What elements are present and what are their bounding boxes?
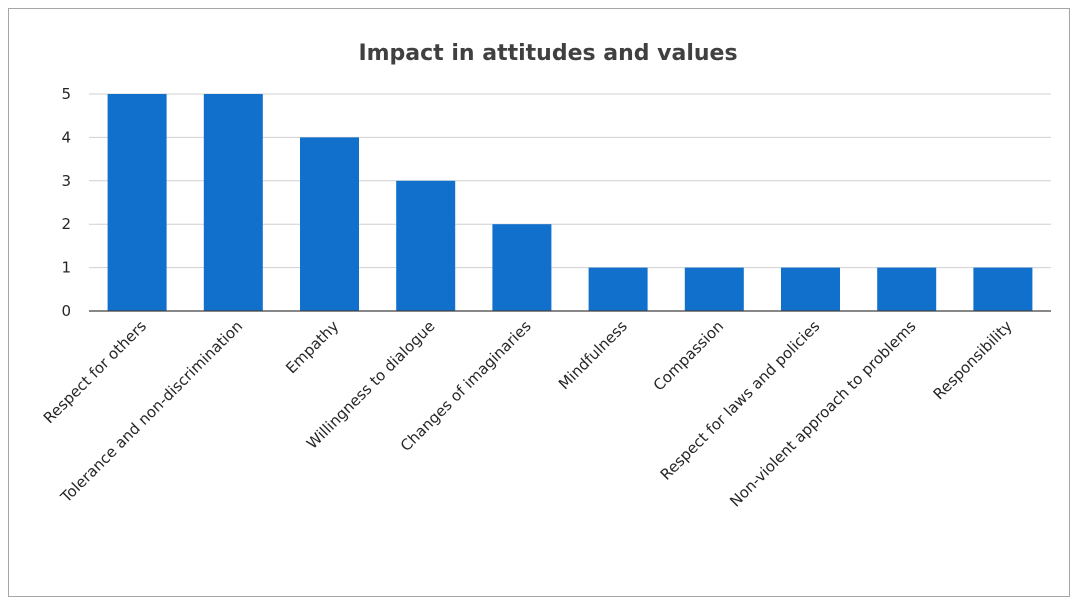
bar	[492, 224, 551, 311]
bar	[781, 268, 840, 311]
bar	[108, 94, 167, 311]
y-tick-label: 5	[61, 85, 71, 103]
bar-chart: Impact in attitudes and values 0 1 2 3 4 5 Re…	[9, 9, 1071, 598]
bar	[300, 137, 359, 311]
bar	[589, 268, 648, 311]
chart-frame: Impact in attitudes and values 0 1 2 3 4 5 Re…	[8, 8, 1070, 597]
x-tick-label: Empathy	[282, 317, 342, 377]
bar	[973, 268, 1032, 311]
y-tick-label: 2	[61, 215, 71, 233]
x-tick-label: Responsibility	[930, 317, 1016, 403]
y-tick-label: 0	[61, 302, 71, 320]
y-axis-ticks: 0 1 2 3 4 5	[61, 85, 71, 320]
x-tick-label: Compassion	[650, 317, 727, 394]
chart-title: Impact in attitudes and values	[358, 41, 737, 66]
y-tick-label: 1	[61, 259, 71, 277]
bar	[877, 268, 936, 311]
bars	[108, 94, 1033, 311]
x-tick-label: Tolerance and non-discrimination	[56, 317, 246, 507]
x-tick-label: Respect for others	[40, 317, 150, 427]
bar	[396, 181, 455, 311]
x-tick-label: Respect for laws and policies	[657, 317, 824, 484]
x-tick-label: Non-violent approach to problems	[726, 317, 919, 510]
y-tick-label: 4	[61, 128, 71, 146]
x-tick-label: Mindfulness	[555, 317, 631, 393]
y-tick-label: 3	[61, 172, 71, 190]
bar	[204, 94, 263, 311]
bar	[685, 268, 744, 311]
